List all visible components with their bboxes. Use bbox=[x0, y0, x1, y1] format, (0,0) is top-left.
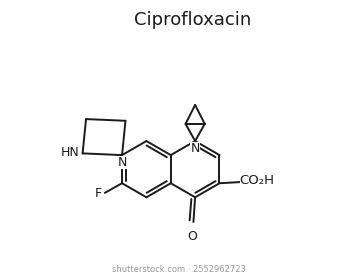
Text: Ciprofloxacin: Ciprofloxacin bbox=[134, 11, 251, 29]
Text: F: F bbox=[95, 187, 102, 200]
Text: HN: HN bbox=[61, 146, 80, 159]
Text: N: N bbox=[190, 142, 200, 155]
Text: N: N bbox=[118, 156, 127, 169]
Text: CO₂H: CO₂H bbox=[240, 174, 275, 187]
Text: O: O bbox=[187, 230, 197, 242]
Text: shutterstock.com · 2552962723: shutterstock.com · 2552962723 bbox=[112, 265, 246, 274]
